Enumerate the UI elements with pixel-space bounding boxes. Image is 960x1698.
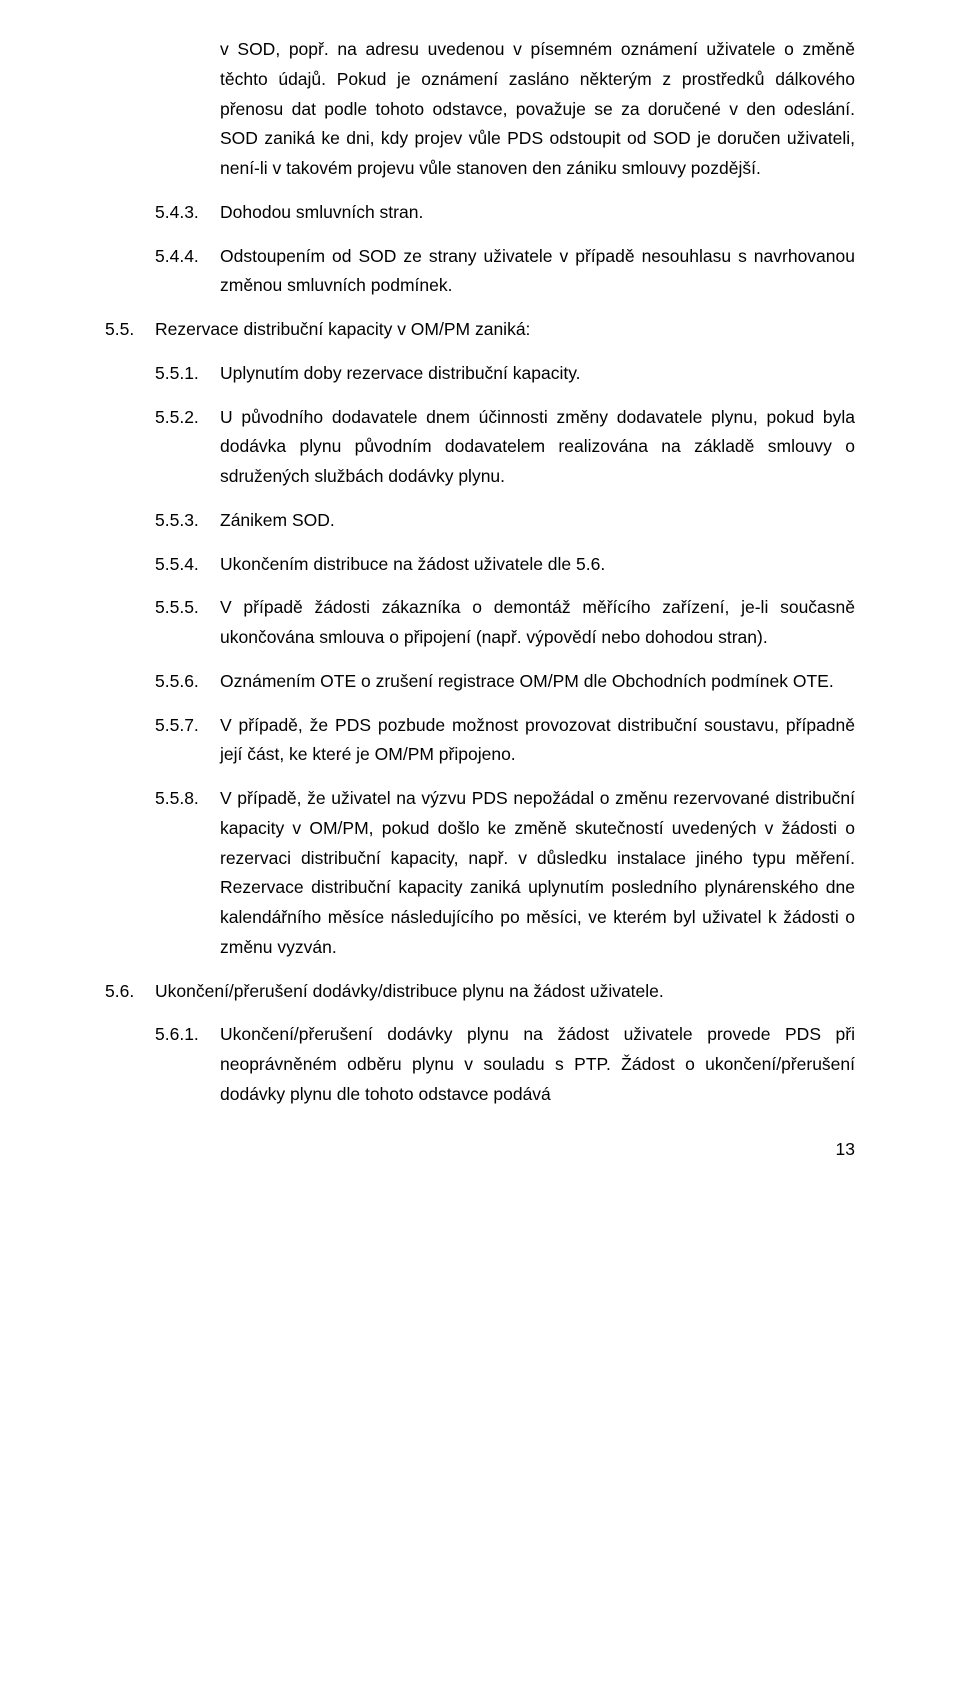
item-number: 5.5.3.	[155, 506, 220, 536]
list-item: 5.5.1.Uplynutím doby rezervace distribuč…	[105, 359, 855, 389]
item-number: 5.5.4.	[155, 550, 220, 580]
item-text: U původního dodavatele dnem účinnosti zm…	[220, 403, 855, 492]
item-text: Zánikem SOD.	[220, 506, 855, 536]
item-text: Oznámením OTE o zrušení registrace OM/PM…	[220, 667, 855, 697]
item-text: Odstoupením od SOD ze strany uživatele v…	[220, 242, 855, 302]
list-item: 5.5.5.V případě žádosti zákazníka o demo…	[105, 593, 855, 653]
item-text: V případě, že PDS pozbude možnost provoz…	[220, 711, 855, 771]
list-item: 5.6.Ukončení/přerušení dodávky/distribuc…	[105, 977, 855, 1007]
items-container: 5.4.3.Dohodou smluvních stran.5.4.4.Odst…	[105, 198, 855, 1110]
item-text: Uplynutím doby rezervace distribuční kap…	[220, 359, 855, 389]
list-item: 5.5.8.V případě, že uživatel na výzvu PD…	[105, 784, 855, 963]
page-number: 13	[105, 1135, 855, 1165]
list-item: 5.4.3.Dohodou smluvních stran.	[105, 198, 855, 228]
item-text: Rezervace distribuční kapacity v OM/PM z…	[155, 315, 855, 345]
list-item: 5.4.4.Odstoupením od SOD ze strany uživa…	[105, 242, 855, 302]
list-item: 5.5.2.U původního dodavatele dnem účinno…	[105, 403, 855, 492]
item-text: V případě žádosti zákazníka o demontáž m…	[220, 593, 855, 653]
list-item: 5.5.6.Oznámením OTE o zrušení registrace…	[105, 667, 855, 697]
list-item: 5.6.1.Ukončení/přerušení dodávky plynu n…	[105, 1020, 855, 1109]
item-number: 5.5.	[105, 315, 155, 345]
item-text: Dohodou smluvních stran.	[220, 198, 855, 228]
item-number: 5.4.3.	[155, 198, 220, 228]
item-text: Ukončení/přerušení dodávky/distribuce pl…	[155, 977, 855, 1007]
item-number: 5.5.7.	[155, 711, 220, 771]
item-text: V případě, že uživatel na výzvu PDS nepo…	[220, 784, 855, 963]
item-number: 5.5.8.	[155, 784, 220, 963]
item-number: 5.5.2.	[155, 403, 220, 492]
list-item: 5.5.3.Zánikem SOD.	[105, 506, 855, 536]
item-number: 5.5.6.	[155, 667, 220, 697]
item-text: Ukončení/přerušení dodávky plynu na žádo…	[220, 1020, 855, 1109]
item-number: 5.5.5.	[155, 593, 220, 653]
list-item: 5.5.4.Ukončením distribuce na žádost uži…	[105, 550, 855, 580]
item-number: 5.4.4.	[155, 242, 220, 302]
list-item: 5.5.Rezervace distribuční kapacity v OM/…	[105, 315, 855, 345]
list-item: 5.5.7.V případě, že PDS pozbude možnost …	[105, 711, 855, 771]
item-number: 5.6.	[105, 977, 155, 1007]
item-text: Ukončením distribuce na žádost uživatele…	[220, 550, 855, 580]
continuation-paragraph: v SOD, popř. na adresu uvedenou v písemn…	[220, 35, 855, 184]
item-number: 5.5.1.	[155, 359, 220, 389]
item-number: 5.6.1.	[155, 1020, 220, 1109]
